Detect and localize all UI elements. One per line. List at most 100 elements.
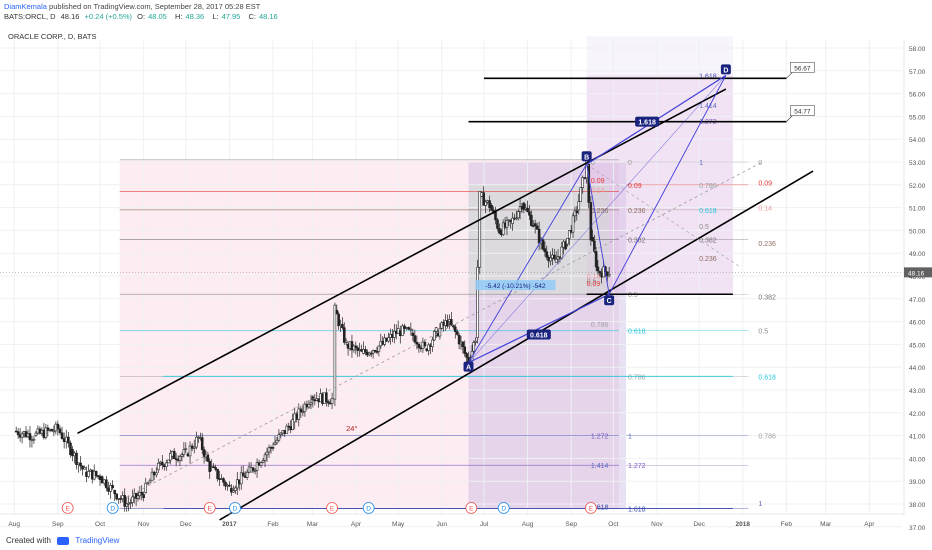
callout-label: 56.67 [794, 65, 811, 72]
candle-body [75, 452, 78, 465]
candle-body [107, 487, 110, 492]
price-tick-label: 38.00 [909, 502, 926, 509]
candle-body [28, 433, 32, 441]
pattern-ac-line [468, 293, 610, 364]
candle-body [407, 327, 411, 330]
candle-body [148, 480, 152, 484]
candle-body [594, 251, 598, 268]
tradingview-brand[interactable]: TradingView [75, 536, 120, 545]
candle-body [411, 332, 415, 336]
candle-body [224, 482, 227, 487]
candle-body [202, 449, 206, 458]
price-tick-label: 40.00 [909, 456, 926, 463]
fib-label-inner: 0.09 [587, 281, 601, 288]
candle-body [476, 266, 479, 338]
fib-label-right: 0.5 [758, 329, 768, 336]
candle-body [291, 419, 294, 431]
pattern-point-A: A [466, 365, 471, 372]
author-link[interactable]: DiamKemala [4, 2, 47, 11]
candle-body [541, 239, 545, 250]
time-tick-label: 2017 [222, 521, 237, 528]
candle-body [432, 331, 436, 341]
candle-body [457, 334, 461, 345]
candle-body [494, 212, 497, 221]
candle-body [111, 485, 114, 489]
price-tick-label: 37.00 [909, 525, 926, 532]
price-tick-label: 52.00 [909, 183, 926, 190]
fib-label-inner: 1.618 [591, 504, 609, 511]
candle-body [482, 192, 485, 206]
candle-body [465, 353, 468, 358]
low-value: 47.95 [221, 12, 241, 21]
candle-body [109, 485, 112, 492]
candle-body [259, 462, 263, 466]
callout-box [790, 62, 815, 73]
candle-body [427, 344, 430, 351]
candle-body [474, 340, 477, 343]
candle-body [174, 458, 178, 461]
candle-body [535, 225, 539, 230]
candle-body [478, 190, 482, 268]
tradingview-logo-icon [57, 536, 70, 545]
candle-body [52, 430, 56, 433]
price-tick-label: 48.00 [909, 274, 926, 281]
fib-label-inner: 0.786 [591, 322, 609, 329]
candle-body [255, 462, 259, 471]
candle-body [371, 350, 375, 354]
price-tick-label: 49.00 [909, 251, 926, 258]
price-tick-label: 51.00 [909, 206, 926, 213]
candle-body [344, 340, 348, 343]
candle-body [180, 454, 184, 457]
candle-body [102, 479, 106, 484]
price-tick-label: 58.00 [909, 46, 926, 53]
candle-body [160, 461, 164, 466]
candle-body [342, 327, 346, 343]
candle-body [505, 219, 509, 228]
candle-body [150, 471, 154, 482]
fib-label-left: 0.382 [628, 238, 646, 245]
candle-body [516, 211, 520, 219]
candle-body [253, 469, 257, 472]
candle-body [455, 331, 459, 335]
candle-body [545, 251, 549, 258]
candle-body [73, 452, 76, 457]
price-chart[interactable]: 0 0.09 0.236 0.382 0.5 0.618 0.786 1 1.272 1.618 0… [0, 24, 932, 534]
candle-body [34, 432, 38, 436]
pattern-dash-line [586, 164, 741, 268]
fib-label-left: 0 [628, 160, 632, 167]
candle-body [598, 271, 602, 274]
candle-body [295, 413, 299, 420]
fib-label-proj: 0.618 [699, 208, 717, 215]
candle-body [472, 342, 476, 352]
pattern-point-B-box [581, 151, 592, 162]
fib-label-inner: 0.14 [591, 187, 605, 194]
candle-body [297, 408, 301, 420]
candle-body [511, 217, 514, 224]
fib-label-inner: 1.272 [591, 434, 609, 441]
price-tick-label: 43.00 [909, 388, 926, 395]
candle-body [232, 490, 235, 493]
candle-body [261, 460, 265, 463]
pattern-point-D-box [720, 64, 731, 75]
time-tick-label: Dec [180, 521, 192, 528]
fib-label-right: 0.14 [758, 206, 772, 213]
candle-body [401, 325, 404, 337]
candle-body [581, 177, 585, 188]
candle-body [241, 472, 245, 477]
price-tick-label: 55.00 [909, 114, 926, 121]
candle-body [496, 219, 499, 229]
ratio-box [635, 116, 660, 127]
candle-body [453, 326, 457, 332]
ratio-label: 1.618 [638, 120, 656, 127]
fib-label-inner: 0.09 [591, 178, 605, 185]
fib-label-left: 1.272 [628, 463, 646, 470]
candle-body [607, 274, 611, 277]
candle-body [369, 352, 373, 355]
fib-label-inner: 0.5 [587, 279, 597, 286]
time-tick-label: Mar [820, 521, 832, 528]
candle-body [222, 478, 225, 483]
event-label: E [65, 506, 70, 513]
candle-body [452, 324, 455, 328]
fib-label-proj: 1 [699, 160, 703, 167]
fib-label-proj: 0.382 [699, 238, 717, 245]
